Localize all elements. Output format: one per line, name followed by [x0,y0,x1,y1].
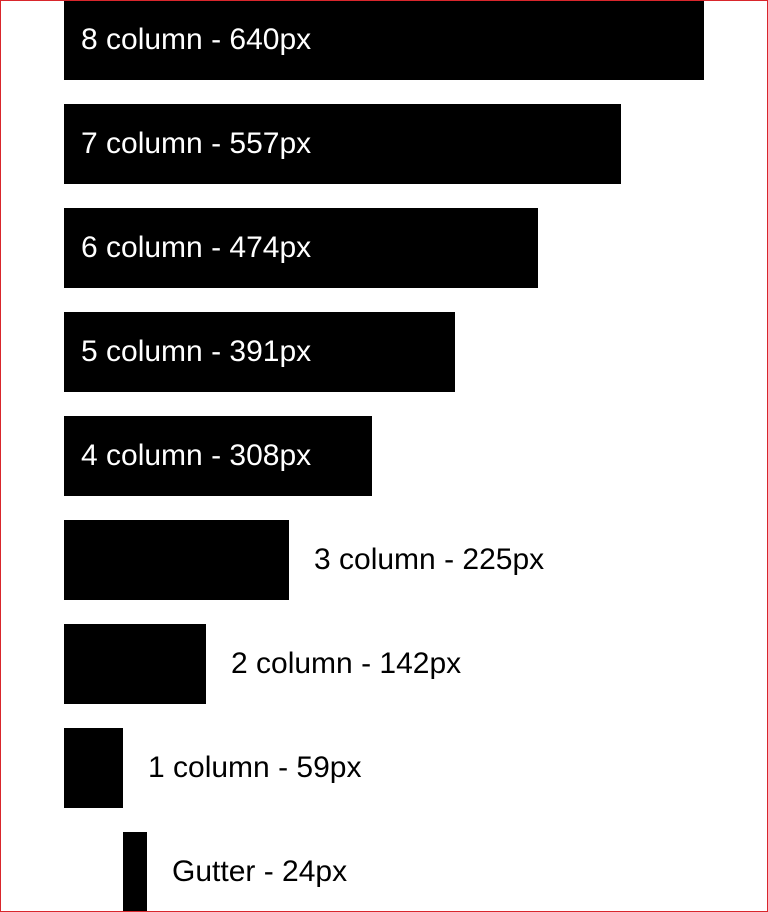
column-label: 4 column - 308px [81,439,312,472]
column-bar [64,312,455,392]
gutter-bar [123,832,147,911]
column-label: 8 column - 640px [81,23,312,56]
column-label: 1 column - 59px [148,751,362,784]
column-label: 3 column - 225px [314,543,545,576]
column-bar [64,520,289,600]
column-bar [64,1,704,80]
column-label: 6 column - 474px [81,231,312,264]
column-bar [64,624,206,704]
column-label: 7 column - 557px [81,127,312,160]
column-label: Gutter - 24px [172,855,348,888]
column-bar [64,728,123,808]
column-label: 5 column - 391px [81,335,312,368]
column-bar [64,104,621,184]
column-bar [64,208,538,288]
column-label: 2 column - 142px [231,647,462,680]
column-bar [64,416,372,496]
